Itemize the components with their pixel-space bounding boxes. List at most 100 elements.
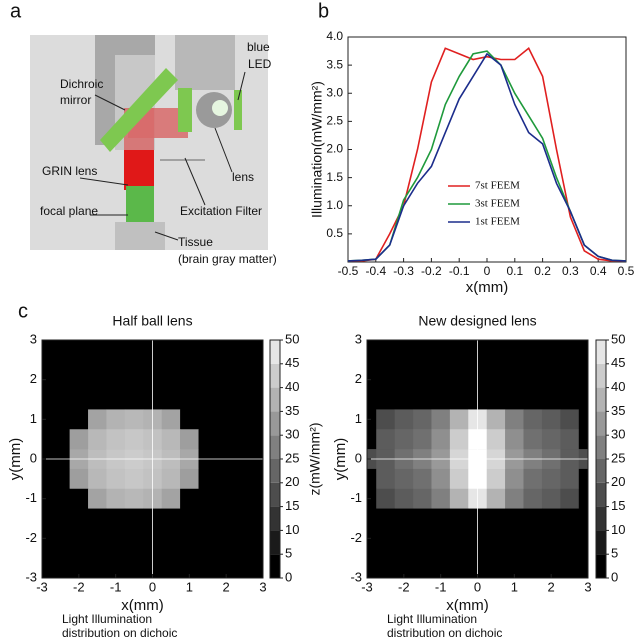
heatmap-cell	[523, 528, 543, 549]
heatmap-cell	[124, 429, 144, 450]
heatmap-cell	[413, 488, 432, 509]
heatmap-cell	[541, 429, 561, 450]
heatmap-cell	[106, 488, 126, 509]
heatmap-cell	[253, 429, 263, 450]
heatmap-cell	[560, 340, 580, 351]
heatmap-cell	[69, 568, 89, 578]
heatmap-cell	[523, 468, 543, 490]
heatmap-cell	[106, 389, 126, 410]
heatmap-cell	[51, 409, 70, 430]
heatmap-cell	[505, 468, 524, 490]
heatmap-cell	[367, 488, 377, 509]
diagram-label: Tissue	[178, 235, 213, 249]
heatmap-cell	[367, 349, 377, 371]
heatmap-cell	[376, 488, 395, 509]
heatmap-cell	[486, 488, 506, 509]
heatmap-cell	[578, 528, 588, 549]
heatmap-cell	[106, 429, 126, 450]
heatmap-cell	[106, 468, 126, 490]
heatmap-cell	[88, 528, 107, 549]
caption: distribution on dichoic	[387, 626, 502, 638]
y-axis-label: Illumination(mW/mm²)	[309, 81, 325, 218]
heatmap-cell	[253, 389, 263, 410]
x-axis-label: x(mm)	[121, 597, 163, 614]
heatmap-cell	[523, 508, 543, 529]
x-tick-label: 0.2	[534, 264, 551, 278]
heatmap-cell	[253, 409, 263, 430]
y-tick-label: 3.0	[326, 85, 343, 99]
y-tick-label: 1.5	[326, 170, 343, 184]
heatmap-cell	[161, 528, 181, 549]
heatmap-cell	[51, 568, 70, 578]
heatmap-cell	[216, 528, 236, 549]
heatmap-cell	[42, 349, 52, 371]
heatmap-cell	[42, 409, 52, 430]
heatmap-cell	[124, 508, 144, 529]
colorbar-tick-label: 35	[285, 403, 299, 418]
pointer	[214, 127, 233, 173]
heatmap-cell	[449, 429, 469, 450]
heatmap-cell	[376, 568, 395, 578]
heatmap-cell	[161, 508, 181, 529]
heatmap-cell	[523, 340, 543, 351]
heatmap-cell	[449, 488, 469, 509]
heatmap-cell	[560, 568, 580, 578]
colorbar-label: z(mW/mm²)	[307, 422, 323, 495]
heatmap-cell	[51, 369, 70, 390]
heatmap-cell	[560, 468, 580, 490]
colorbar-tick-label: 50	[611, 331, 625, 346]
heatmap-cell	[541, 340, 561, 351]
heatmap-cell	[88, 508, 107, 529]
y-tick-label: 3	[355, 331, 362, 346]
heatmap-cell	[505, 429, 524, 450]
caption: Light Illumination	[387, 612, 477, 626]
heatmap-cell	[523, 488, 543, 509]
heatmap-cell	[376, 369, 395, 390]
heatmap-cell	[394, 488, 414, 509]
heatmap-cell	[216, 548, 236, 569]
diagram-label: focal plane	[40, 204, 98, 218]
x-tick-label: -2	[73, 579, 85, 594]
heatmap-cell	[161, 488, 181, 509]
heatmap-cell	[376, 409, 395, 430]
heatmap-cell	[523, 369, 543, 390]
heatmap-cell	[253, 468, 263, 490]
colorbar-band	[596, 530, 606, 555]
pointer	[154, 231, 179, 241]
heatmap-cell	[431, 528, 451, 549]
heatmap-cell	[367, 508, 377, 529]
heatmap-cell	[394, 528, 414, 549]
heatmap-cell	[413, 429, 432, 450]
heatmap-cell	[69, 369, 89, 390]
heatmap-cell	[88, 340, 107, 351]
heatmap-cell	[449, 340, 469, 351]
heatmap-cell	[541, 548, 561, 569]
heatmap-cell	[394, 548, 414, 569]
heatmap-cell	[394, 568, 414, 578]
heatmap-cell	[376, 528, 395, 549]
heatmap-cell	[88, 429, 107, 450]
heatmap-cell	[106, 409, 126, 430]
caption: Light Illumination	[62, 612, 152, 626]
panel-letter: c	[18, 300, 28, 322]
heatmap-cell	[235, 488, 255, 509]
heatmap-cell	[394, 429, 414, 450]
colorbar-tick-label: 10	[611, 522, 625, 537]
diagram-label: LED	[248, 57, 272, 71]
heatmap-cell	[42, 528, 52, 549]
heatmap-cell	[88, 409, 107, 430]
heatmap-cell	[367, 568, 377, 578]
heatmap-cell	[42, 488, 52, 509]
heatmap-cell	[541, 409, 561, 430]
x-tick-label: 0	[484, 264, 491, 278]
heatmap-cell	[431, 468, 451, 490]
heatmap-cell	[578, 369, 588, 390]
heatmap-cell	[413, 508, 432, 529]
heatmap-cell	[88, 349, 107, 371]
colorbar-tick-label: 15	[611, 498, 625, 513]
colorbar-tick-label: 10	[285, 522, 299, 537]
heatmap-cell	[431, 508, 451, 529]
heatmap-cell	[180, 548, 199, 569]
heatmap-cell	[106, 508, 126, 529]
colorbar-tick-label: 5	[285, 546, 292, 561]
